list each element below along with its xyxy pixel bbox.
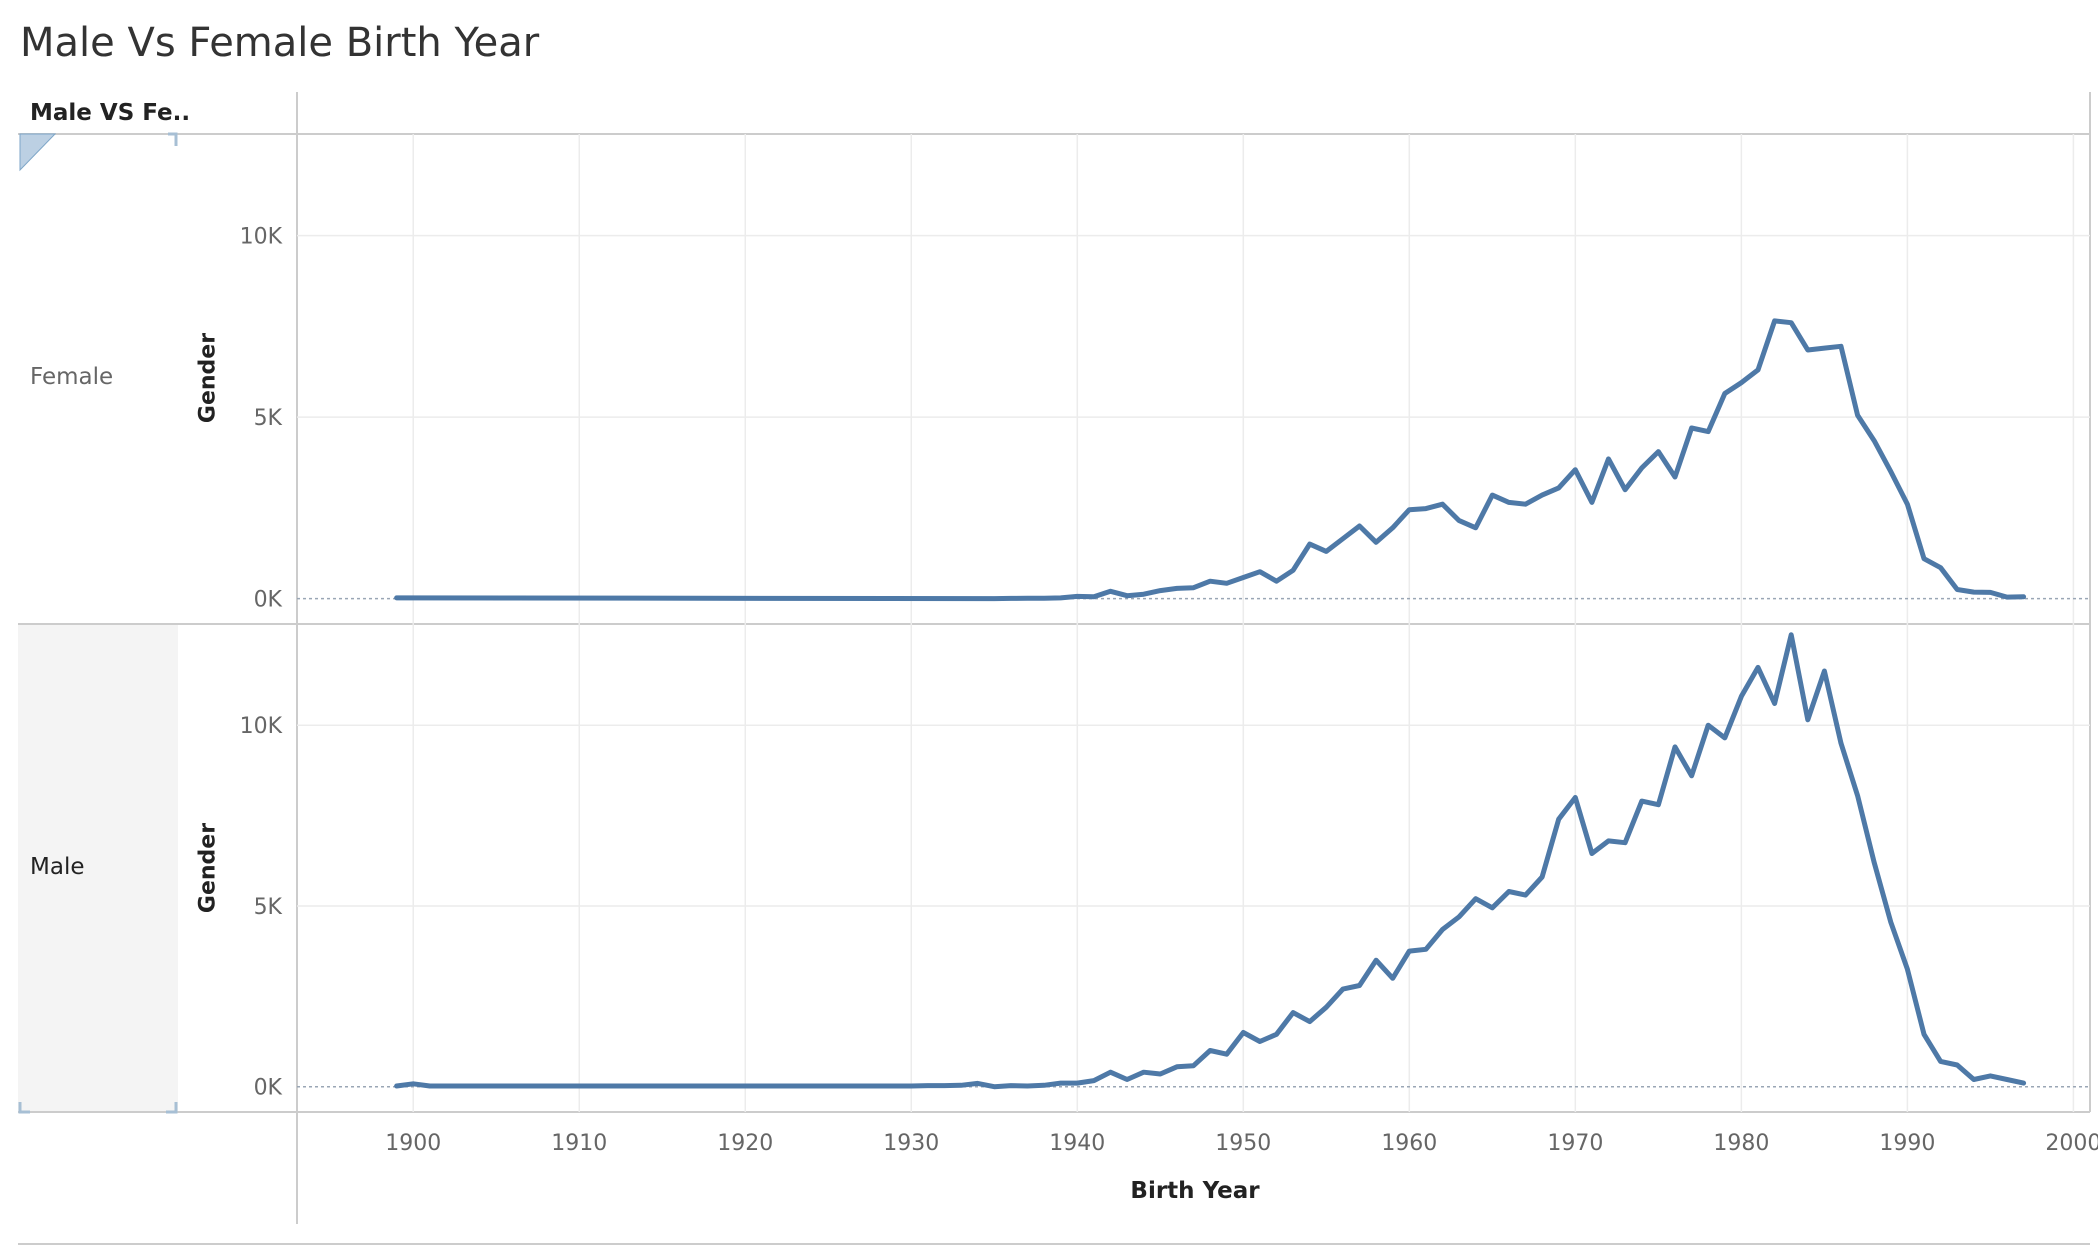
y-tick-label: 10K	[240, 714, 283, 739]
x-tick-label: 2000	[2045, 1131, 2098, 1156]
row-label-male[interactable]: Male	[30, 854, 85, 880]
row-label-female[interactable]: Female	[30, 364, 114, 390]
bracket-top-right	[168, 132, 178, 146]
chart-frame	[18, 92, 2091, 1245]
x-tick-label: 1940	[1049, 1131, 1105, 1156]
x-tick-label: 1930	[883, 1131, 939, 1156]
male-row-highlight	[18, 624, 178, 1112]
bracket-bottom-right	[166, 1102, 178, 1114]
row-header[interactable]: Male VS Fe..	[30, 100, 191, 126]
x-tick-label: 1970	[1547, 1131, 1603, 1156]
sort-corner-icon	[19, 133, 57, 172]
bracket-bottom-left	[18, 1102, 30, 1114]
x-tick-label: 1980	[1713, 1131, 1769, 1156]
x-axis-title: Birth Year	[1130, 1178, 1260, 1204]
x-tick-label: 1990	[1879, 1131, 1935, 1156]
series-line-female	[394, 318, 2027, 602]
x-tick-label: 1910	[551, 1131, 607, 1156]
x-tick-label: 1920	[717, 1131, 773, 1156]
chart-ticks: 0K 5K 10K 0K 5K 10K 1900 1910 1920 1930 1940 1950 19…	[240, 225, 2098, 1156]
y-tick-label: 0K	[254, 1076, 283, 1101]
y-tick-label: 5K	[254, 895, 283, 920]
series-line-male	[394, 632, 2027, 1090]
chart-series	[394, 318, 2027, 1090]
x-tick-label: 1950	[1215, 1131, 1271, 1156]
x-tick-label: 1900	[385, 1131, 441, 1156]
y-tick-label: 10K	[240, 225, 283, 250]
y-axis-title-male: Gender	[195, 822, 221, 914]
y-tick-label: 5K	[254, 406, 283, 431]
x-tick-label: 1960	[1381, 1131, 1437, 1156]
y-axis-title-female: Gender	[195, 332, 221, 424]
y-tick-label: 0K	[254, 588, 283, 613]
page-title: Male Vs Female Birth Year	[20, 20, 540, 66]
